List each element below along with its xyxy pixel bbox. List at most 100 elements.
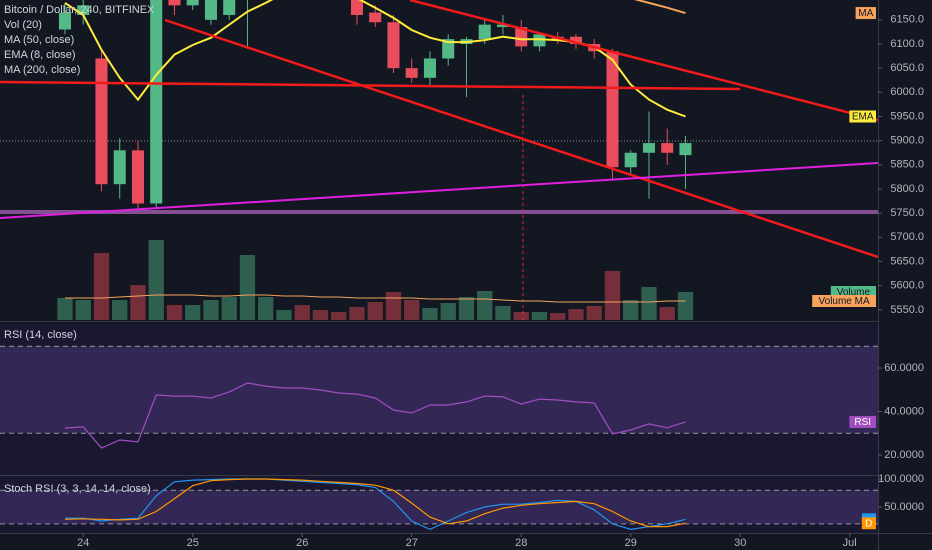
candle-body [369,12,382,23]
badge [849,415,876,428]
badge [861,517,876,530]
study-label: Vol (20) [4,19,42,31]
legend: Bitcoin / Dollar, 240, BITFINEX Vol (20)… [4,4,155,495]
volume-bar [312,310,329,320]
volume-bar [531,312,548,320]
volume-bar [258,297,274,320]
volume-bar [367,302,383,320]
indicator-line [64,478,686,528]
candle-body [186,0,199,6]
candle-body [387,22,400,69]
x-tick-label: 25 [187,537,199,549]
badge-label: Volume [837,287,871,298]
x-tick-label: 26 [296,537,308,549]
badge-label: MA [858,8,873,19]
volume-bar [586,306,602,320]
y-tick-label: 5950.0 [890,110,924,122]
volume-bar [130,285,146,320]
y-tick-label: 5550.0 [890,304,924,316]
volume-bar [385,292,402,320]
candle-body [113,150,126,185]
candle-body [442,39,455,59]
candle-body [131,150,144,204]
volume-bar [221,297,237,320]
volume-bar [404,300,420,320]
badge [855,7,876,20]
volume-bar [623,300,639,320]
indicator-line [64,382,686,449]
y-tick-label: 5700.0 [890,231,924,243]
volume-bar [148,240,164,320]
symbol-title: Bitcoin / Dollar, 240, BITFINEX [4,4,155,16]
candle-body [168,0,181,6]
y-tick-label: 40.0000 [884,405,924,417]
candle-body [679,143,692,156]
y-tick-label: 5900.0 [890,135,924,147]
volume-bar [276,310,292,320]
candle-body [150,0,163,204]
volume-bar [550,313,566,320]
candle-body [350,0,363,15]
volume-bar [440,303,456,320]
volume-bar [93,253,110,320]
volume-bar [349,307,365,320]
badge-label: EMA [852,112,874,123]
x-tick-label: 28 [515,537,527,549]
band [0,346,878,434]
candle-body [58,12,71,30]
badge [812,295,876,307]
candle-body [77,5,90,15]
volume-bar [495,306,511,320]
y-tick-label: 5850.0 [890,159,924,171]
candle-body [223,0,236,15]
y-tick-label: 5600.0 [890,280,924,292]
volume-bar [422,308,438,320]
badge-label: D [865,518,872,529]
volume-bar [568,309,584,320]
volume-bar [331,312,347,320]
volume-bar [239,255,256,320]
volume-bar [203,300,219,320]
badge-label: Volume MA [819,296,870,307]
y-tick-label: 20.0000 [884,449,924,461]
pane-title: RSI (14, close) [4,329,77,341]
volume-bar [641,287,657,320]
x-tick-label: Jul [843,537,857,549]
indicator-line [634,0,686,15]
price-pane [0,0,878,320]
y-tick-label: 5650.0 [890,255,924,267]
volume-bar [458,297,475,320]
pane-background [0,323,878,475]
y-tick-label: 6100.0 [890,38,924,50]
y-tick-label: 6150.0 [890,14,924,26]
y-tick-label: 100.0000 [878,473,924,485]
indicator-line [65,478,686,531]
volume-bar [166,305,183,320]
volume-bar [75,300,91,320]
volume-bar [513,312,529,320]
trend-line [0,80,741,91]
candle-body [496,24,509,28]
candle-body [624,152,637,168]
candle-body [569,36,582,44]
badge [849,110,876,123]
pane-title: Stoch RSI (3, 3, 14, 14, close) [4,483,151,495]
stoch-pane [0,476,878,533]
study-label: MA (200, close) [4,64,80,76]
volume-bar [185,305,201,320]
indicator-line [65,294,686,303]
volume-bar [112,300,128,320]
candle-body [642,143,655,153]
trend-line [409,0,878,122]
candle-body [405,68,418,78]
trend-line [164,18,878,259]
y-tick-label: 5750.0 [890,207,924,219]
study-label: MA (50, close) [4,34,74,46]
drawings [0,0,878,259]
candle-body [533,34,546,47]
candle-body [661,143,674,153]
candle-body [95,58,108,185]
candle-body [423,58,436,78]
y-tick-label: 6000.0 [890,86,924,98]
